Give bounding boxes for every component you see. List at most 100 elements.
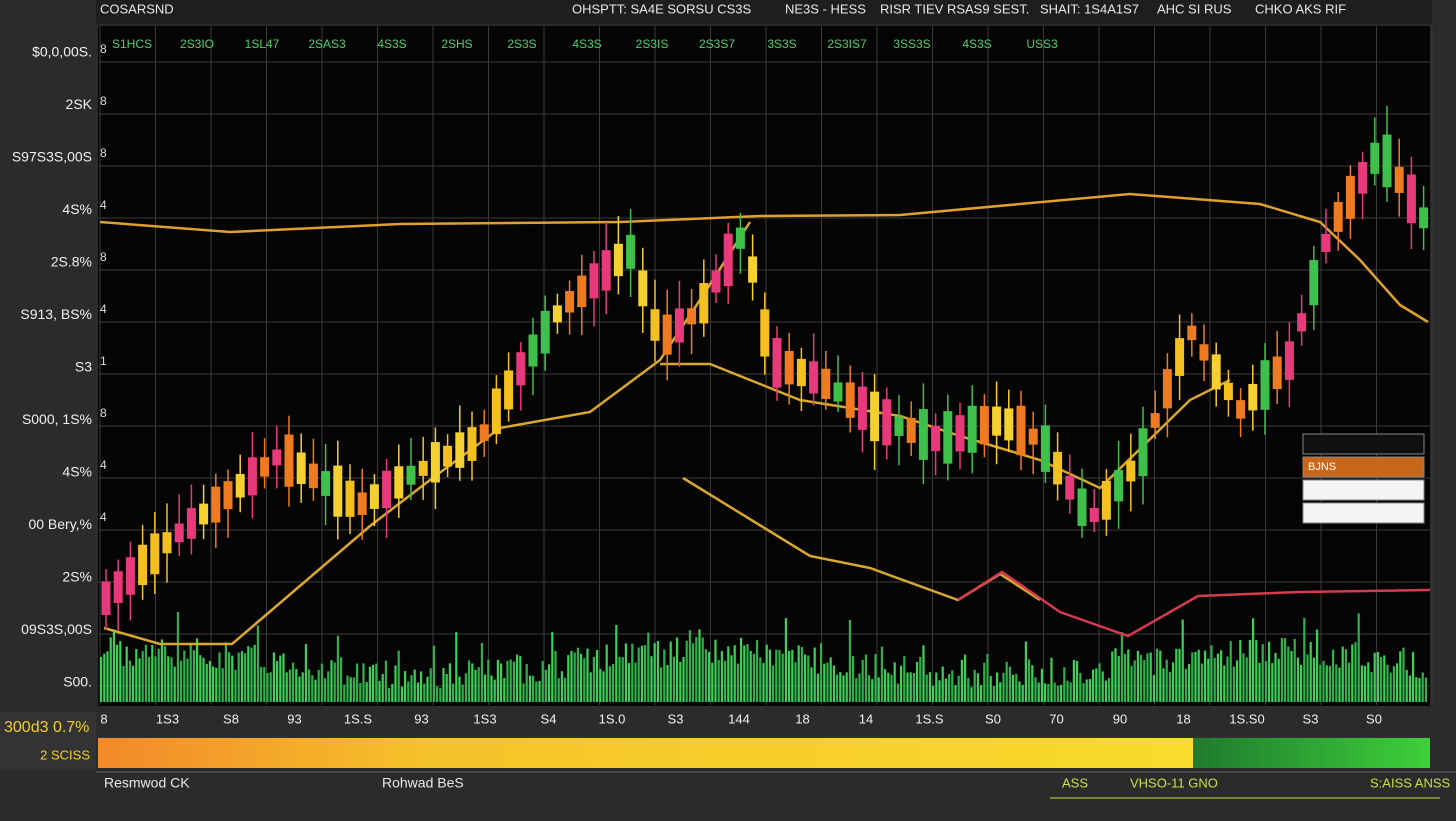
volume-bar	[535, 681, 538, 702]
x-label: 1S.0	[599, 711, 626, 726]
candle-body	[1138, 428, 1148, 477]
volume-bar	[1136, 650, 1139, 702]
volume-bar	[1261, 644, 1264, 702]
volume-bar	[1376, 651, 1379, 702]
volume-bar	[1303, 617, 1306, 702]
volume-bar	[823, 663, 826, 702]
volume-bar	[413, 669, 416, 702]
volume-bar	[1248, 639, 1251, 702]
volume-bar	[890, 674, 893, 702]
volume-bar	[317, 669, 320, 702]
volume-bar	[400, 686, 403, 702]
candle-body	[1248, 383, 1258, 411]
volume-bar	[810, 667, 813, 702]
volume-bar	[176, 612, 179, 702]
volume-bar	[1392, 666, 1395, 702]
volume-bar	[455, 632, 458, 702]
volume-bar	[477, 667, 480, 702]
volume-bar	[951, 670, 954, 702]
candle-body	[1309, 260, 1319, 306]
volume-bar	[826, 662, 829, 702]
volume-bar	[845, 672, 848, 702]
volume-bar	[1258, 662, 1261, 702]
volume-bar	[1152, 675, 1155, 702]
volume-bar	[1047, 683, 1050, 702]
volume-bar	[295, 669, 298, 702]
axis-label: 2SK	[66, 96, 93, 112]
volume-bar	[1002, 672, 1005, 702]
volume-bar	[695, 637, 698, 702]
volume-bar	[468, 660, 471, 702]
volume-bar	[1380, 656, 1383, 702]
volume-bar	[772, 665, 775, 702]
volume-bar	[576, 647, 579, 702]
volume-bar	[1287, 646, 1290, 702]
volume-bar	[816, 673, 819, 702]
volume-bar	[442, 668, 445, 702]
volume-bar	[912, 672, 915, 702]
volume-bar	[1309, 641, 1312, 702]
top-label: USS3	[1026, 37, 1058, 51]
volume-bar	[1332, 649, 1335, 702]
volume-bar	[1319, 664, 1322, 702]
x-label: 8	[100, 711, 107, 726]
volume-bar	[423, 683, 426, 702]
volume-bar	[420, 671, 423, 702]
volume-bar	[1306, 654, 1309, 702]
volume-bar	[791, 649, 794, 702]
volume-bar	[669, 641, 672, 702]
volume-bar	[375, 663, 378, 702]
axis-mark: 4	[100, 510, 107, 524]
volume-bar	[1060, 684, 1063, 702]
volume-bar	[1050, 657, 1053, 702]
volume-bar	[752, 653, 755, 702]
volume-bar	[1229, 641, 1232, 702]
volume-bar	[618, 656, 621, 702]
volume-bar	[900, 665, 903, 702]
volume-bar	[112, 629, 115, 702]
volume-bar	[967, 677, 970, 702]
volume-bar	[1354, 642, 1357, 702]
candle-body	[138, 544, 148, 586]
footer-label: VHSO-11 GNO	[1130, 775, 1218, 790]
volume-bar	[1127, 649, 1130, 702]
axis-mark: 8	[100, 146, 107, 160]
volume-bar	[1140, 655, 1143, 702]
volume-bar	[1024, 641, 1027, 702]
volume-bar	[493, 679, 496, 702]
volume-bar	[1293, 638, 1296, 702]
volume-bar	[717, 659, 720, 702]
candle-body	[1114, 470, 1124, 502]
volume-bar	[647, 632, 650, 702]
volume-bar	[324, 678, 327, 702]
candle-body	[333, 465, 343, 517]
volume-bar	[157, 648, 160, 702]
candle-body	[247, 457, 257, 496]
candle-body	[284, 434, 294, 487]
volume-bar	[973, 669, 976, 702]
volume-bar	[365, 682, 368, 702]
footer-label: ASS	[1062, 775, 1088, 790]
volume-bar	[500, 663, 503, 702]
volume-bar	[448, 663, 451, 702]
volume-bar	[397, 650, 400, 702]
volume-bar	[784, 618, 787, 702]
moving-average	[99, 192, 1429, 324]
top-label: 4S3S	[962, 37, 991, 51]
volume-bar	[832, 665, 835, 702]
candle-body	[1345, 175, 1355, 219]
axis-label: S3	[75, 359, 92, 375]
top-label: 2S3S7	[699, 37, 735, 51]
x-label: 18	[1176, 711, 1190, 726]
candle-body	[845, 382, 855, 418]
volume-bar	[701, 637, 704, 702]
top-label: 3SS3S	[893, 37, 930, 51]
volume-bar	[522, 683, 525, 702]
volume-bar	[349, 677, 352, 702]
volume-bar	[154, 656, 157, 702]
axis-mark: 4	[100, 302, 107, 316]
app-title: COSARSND	[100, 1, 174, 16]
x-label: 144	[728, 711, 750, 726]
volume-bar	[1015, 673, 1018, 702]
